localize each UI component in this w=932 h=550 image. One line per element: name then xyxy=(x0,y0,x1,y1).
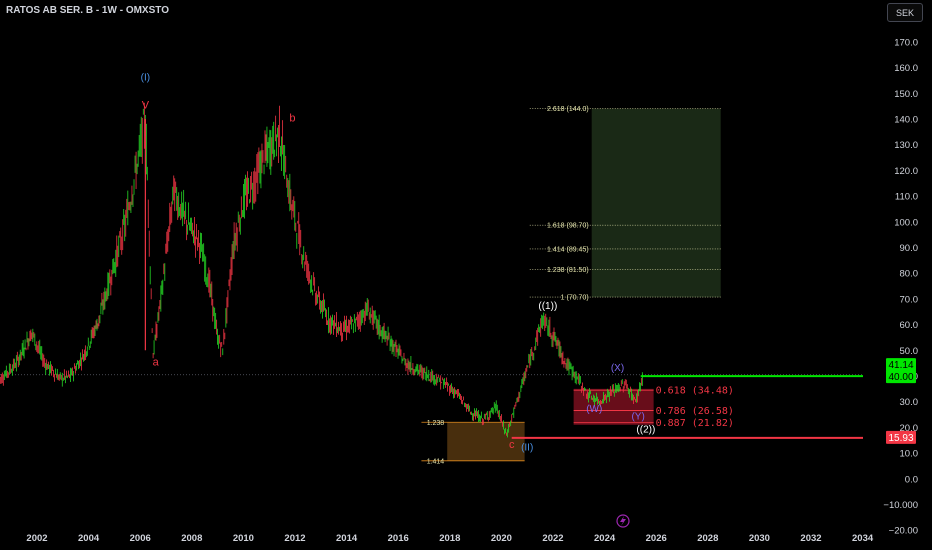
x-tick-label: 2010 xyxy=(233,533,254,544)
y-tick-label: 120.0 xyxy=(894,166,918,177)
x-tick-label: 2020 xyxy=(491,533,512,544)
x-tick-label: 2002 xyxy=(26,533,47,544)
fib-level-label: 1.414 (89.45) xyxy=(547,246,589,253)
x-tick-label: 2012 xyxy=(284,533,305,544)
target-zone-box xyxy=(447,422,525,461)
wave-label: ((1)) xyxy=(538,301,557,312)
x-tick-label: 2006 xyxy=(130,533,151,544)
x-tick-label: 2032 xyxy=(800,533,821,544)
x-tick-label: 2034 xyxy=(852,533,874,544)
fib-level-label: 1.618 (98.70) xyxy=(547,223,589,230)
y-tick-label: 150.0 xyxy=(894,89,918,100)
wave-label: (I) xyxy=(141,72,150,83)
wave-label: (W) xyxy=(586,404,602,415)
x-tick-label: 2014 xyxy=(336,533,358,544)
wave-label: c xyxy=(509,439,515,451)
wave-labels: (I) Va b ((1)) (X) (W) (Y) ((2)) c (II) xyxy=(141,72,656,453)
fib-extension-box xyxy=(591,108,721,298)
wave-label: ((2)) xyxy=(636,425,655,436)
wave-label: (Y) xyxy=(631,412,644,423)
y-tick-label: 60.0 xyxy=(900,320,919,331)
price-series xyxy=(0,102,643,438)
retracement-zone-box xyxy=(573,388,654,425)
currency-button[interactable]: SEK xyxy=(887,3,923,22)
price-tag-label: 15.93 xyxy=(888,433,913,444)
y-tick-label: 110.0 xyxy=(895,192,918,203)
zone-level-label: 1.414 xyxy=(427,458,445,465)
y-tick-label: −20.00 xyxy=(889,526,918,537)
retracement-label: 0.786 (26.58) xyxy=(656,406,734,417)
x-tick-label: 2016 xyxy=(388,533,409,544)
x-tick-label: 2022 xyxy=(542,533,563,544)
fib-level-label: 2.618 (144.0) xyxy=(547,106,589,113)
wave-label: (X) xyxy=(611,363,624,374)
x-tick-label: 2028 xyxy=(697,533,718,544)
y-axis: 170.0 160.0 150.0 140.0 130.0 120.0 110.0 100.0… xyxy=(883,37,918,536)
price-tag-box xyxy=(886,370,916,384)
y-tick-label: 50.0 xyxy=(900,346,919,357)
x-tick-label: 2026 xyxy=(646,533,667,544)
zone-level-label: 1.238 xyxy=(427,420,445,427)
y-tick-label: 160.0 xyxy=(894,63,918,74)
price-tag-label: 41.14 xyxy=(888,360,913,371)
lightning-icon[interactable] xyxy=(616,514,630,528)
retracement-label: 0.887 (21.82) xyxy=(656,418,734,429)
y-tick-label: 80.0 xyxy=(900,269,919,280)
x-axis: 2002 2004 2006 2008 2010 2012 2014 2016 2018 2020… xyxy=(26,533,873,544)
wave-label: V xyxy=(142,100,150,112)
chart-title: RATOS AB SER. B - 1W - OMXSTO xyxy=(6,5,169,16)
y-tick-label: 90.0 xyxy=(900,243,919,254)
wave-label: b xyxy=(289,113,295,125)
y-tick-label: −10.000 xyxy=(883,500,918,511)
price-tag-box xyxy=(886,358,916,372)
y-tick-label: 30.0 xyxy=(900,397,919,408)
fib-level-label: 1.238 (81.50) xyxy=(547,267,589,274)
y-tick-label: 70.0 xyxy=(900,294,919,305)
y-tick-label: 0.0 xyxy=(905,474,918,485)
price-tag-label: 40.00 xyxy=(888,372,913,383)
wave-label: (II) xyxy=(521,443,533,454)
y-tick-label: 170.0 xyxy=(894,37,918,48)
price-tag-box xyxy=(886,430,916,444)
x-tick-label: 2004 xyxy=(78,533,100,544)
x-tick-label: 2008 xyxy=(181,533,202,544)
x-tick-label: 2018 xyxy=(439,533,460,544)
zones: 2.618 (144.0) 1.618 (98.70) 1.414 (89.45) 1… xyxy=(421,106,734,465)
y-tick-label: 130.0 xyxy=(894,140,918,151)
y-tick-label: 20.0 xyxy=(900,423,919,434)
retracement-label: 0.618 (34.48) xyxy=(656,386,734,397)
wave-label: a xyxy=(153,357,160,369)
x-tick-label: 2024 xyxy=(594,533,616,544)
x-tick-label: 2030 xyxy=(749,533,770,544)
y-tick-label: 140.0 xyxy=(894,115,918,126)
y-tick-label: 10.0 xyxy=(900,449,919,460)
fib-level-label: 1 (70.70) xyxy=(561,295,589,302)
y-tick-label: 100.0 xyxy=(894,217,918,228)
